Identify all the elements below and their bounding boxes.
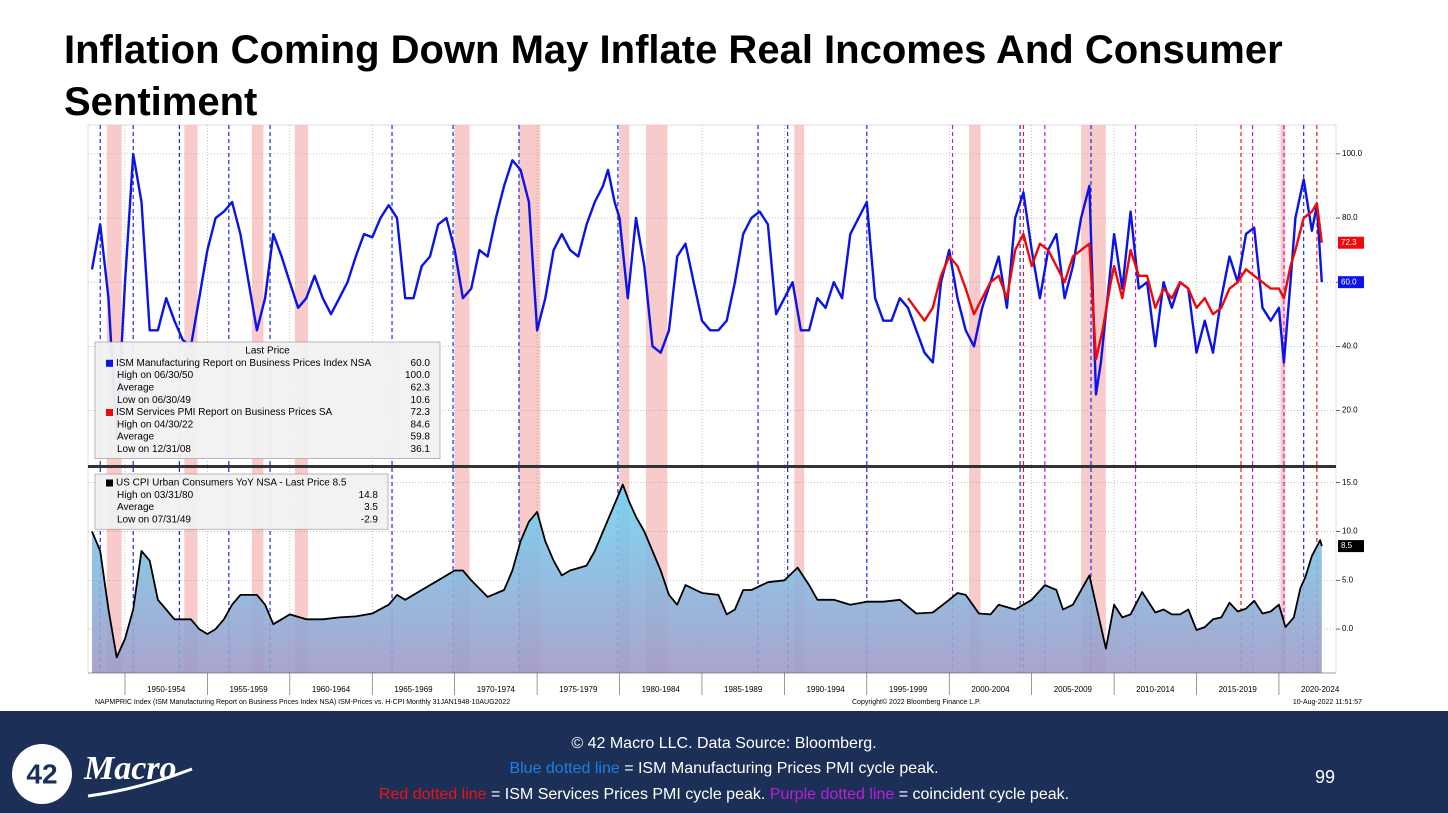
legend-label: Average: [117, 502, 155, 513]
legend-value: 62.3: [411, 383, 431, 394]
key-text: = ISM Services Prices PMI cycle peak.: [486, 786, 770, 803]
legend-label: Low on 07/31/49: [117, 515, 191, 526]
x-tick-label: 1970-1974: [477, 685, 516, 694]
y-tick-label: 20.0: [1342, 406, 1358, 415]
recession-band: [794, 125, 805, 673]
title: Sentiment: [64, 80, 258, 124]
legend-label: High on 06/30/50: [117, 370, 194, 381]
x-tick-label: 1990-1994: [806, 685, 845, 694]
footnote: 10-Aug-2022 11:51:57: [1293, 699, 1362, 706]
y-tick-label: 5.0: [1342, 575, 1354, 584]
x-tick-label: 1975-1979: [559, 685, 598, 694]
series-line: [907, 202, 1323, 361]
purple-key: Purple dotted line: [769, 786, 895, 803]
logo-swoosh: [87, 767, 193, 798]
recession-band: [645, 125, 668, 673]
x-tick-label: 1980-1984: [642, 685, 681, 694]
x-tick-label: 1995-1999: [889, 685, 928, 694]
x-tick-label: 1985-1989: [724, 685, 763, 694]
logo-circle: [12, 744, 72, 804]
page-number: 99: [1315, 767, 1336, 787]
footer: 42 Macro © 42 Macro LLC. Data Source: Bl…: [0, 711, 1448, 813]
title: Inflation Coming Down May Inflate Real I…: [64, 28, 1283, 72]
series-line: [90, 152, 1323, 441]
legend-label: Low on 12/31/08: [117, 444, 191, 455]
y-tick-label: 40.0: [1342, 341, 1358, 350]
recession-band: [1280, 125, 1286, 673]
legend-label: High on 03/31/80: [117, 490, 194, 501]
legend-label: High on 04/30/22: [117, 419, 194, 430]
legend-box: [94, 473, 389, 530]
series-line: [91, 483, 1323, 659]
legend-value: 14.8: [359, 490, 379, 501]
legend-label: US CPI Urban Consumers YoY NSA - Last Pr…: [116, 478, 347, 489]
x-tick-label: 1955-1959: [229, 685, 268, 694]
legend-box: [94, 341, 441, 459]
key-line: Blue dotted line = ISM Manufacturing Pri…: [0, 760, 1448, 778]
logo: 42 Macro: [12, 744, 193, 804]
footnote: Copyright© 2022 Bloomberg Finance L.P.: [852, 698, 981, 706]
x-tick-label: 2020-2024: [1301, 685, 1340, 694]
recession-band: [454, 125, 470, 673]
price-tag: [1338, 540, 1364, 553]
y-tick-label: 10.0: [1342, 527, 1358, 536]
key-line: Red dotted line = ISM Services Prices PM…: [0, 786, 1448, 804]
legend-swatch: [106, 409, 113, 416]
x-tick-label: 2000-2004: [971, 685, 1010, 694]
key-text: = ISM Manufacturing Prices PMI cycle pea…: [619, 760, 939, 777]
legend-value: -2.9: [361, 515, 379, 526]
legend-value: 60.0: [411, 358, 431, 369]
y-tick-label: 15.0: [1342, 478, 1358, 487]
legend-label: ISM Manufacturing Report on Business Pri…: [116, 358, 371, 369]
legend-value: 100.0: [405, 370, 430, 381]
legend-swatch: [106, 359, 113, 367]
series-area: [92, 484, 1322, 673]
x-tick-label: 2005-2009: [1054, 685, 1093, 694]
legend-title: Last Price: [245, 346, 290, 357]
legend-label: Low on 06/30/49: [117, 395, 191, 406]
legend-value: 59.8: [411, 432, 431, 443]
logo-number: 42: [26, 758, 57, 789]
blue-key: Blue dotted line: [509, 760, 620, 777]
key-text: = coincident cycle peak.: [894, 786, 1070, 803]
price-tag: [1338, 276, 1364, 289]
red-key: Red dotted line: [378, 786, 487, 803]
legend-value: 36.1: [411, 444, 431, 455]
legend-label: Average: [117, 383, 155, 394]
legend-label: ISM Services PMI Report on Business Pric…: [116, 407, 333, 418]
legend-value: 3.5: [364, 502, 378, 513]
recession-band: [969, 125, 981, 673]
y-tick-label: 0.0: [1342, 624, 1354, 633]
y-tick-label: 80.0: [1342, 213, 1358, 222]
legend-value: 72.3: [411, 407, 431, 418]
price-tag-label: 8.5: [1341, 541, 1353, 550]
y-tick-label: 100.0: [1342, 149, 1363, 158]
x-tick-label: 1965-1969: [394, 685, 433, 694]
x-tick-label: 1950-1954: [147, 685, 186, 694]
recession-band: [619, 125, 630, 673]
footnote: NAPMPRIC Index (ISM Manufacturing Report…: [95, 699, 510, 706]
legend-value: 10.6: [411, 395, 431, 406]
price-tag-label: 60.0: [1341, 277, 1357, 286]
legend-value: 84.6: [411, 419, 431, 430]
legend-swatch: [106, 479, 113, 487]
x-tick-label: 1960-1964: [312, 685, 351, 694]
x-tick-label: 2010-2014: [1136, 685, 1175, 694]
source: © 42 Macro LLC. Data Source: Bloomberg.: [571, 735, 877, 752]
chart: 20.0 40.0 60.0 80.0 100.0 0.0 5.0 10.0 15.0 60.0 7…: [87, 124, 1364, 706]
price-tag-label: 72.3: [1341, 238, 1357, 247]
x-tick-label: 2015-2019: [1219, 685, 1258, 694]
legend-label: Average: [117, 432, 155, 443]
price-tag: [1338, 236, 1364, 249]
